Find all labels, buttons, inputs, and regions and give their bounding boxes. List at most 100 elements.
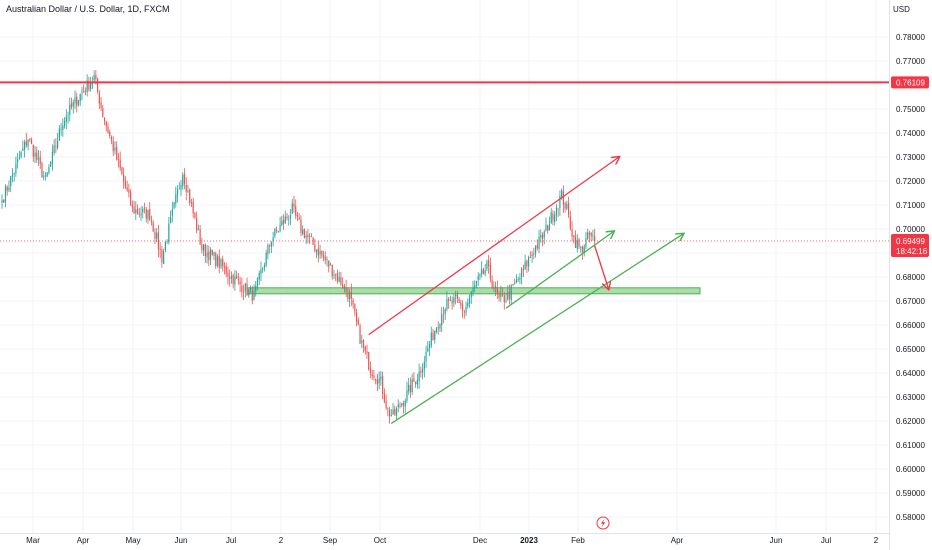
- candle: [519, 272, 521, 284]
- candle: [550, 208, 552, 224]
- candle-body: [482, 269, 485, 274]
- candle: [508, 284, 511, 305]
- candle: [72, 99, 74, 114]
- candle-body: [222, 259, 224, 267]
- candle: [164, 241, 166, 253]
- candle-body: [187, 190, 189, 192]
- candle: [178, 182, 180, 190]
- candle: [343, 283, 345, 293]
- candle: [196, 211, 198, 234]
- projection-arrow[interactable]: [594, 245, 609, 289]
- candle: [474, 280, 476, 293]
- candle-body: [95, 74, 97, 80]
- candle-body: [336, 272, 339, 281]
- candle-body: [197, 229, 199, 230]
- candle-body: [342, 285, 344, 289]
- candle: [203, 243, 205, 257]
- chart-event-marker[interactable]: [596, 516, 610, 530]
- candle: [434, 330, 436, 344]
- candle: [441, 307, 443, 333]
- candle-body: [213, 252, 215, 256]
- candle-body: [588, 232, 591, 235]
- candle-body: [592, 235, 594, 237]
- candle-body: [434, 330, 436, 340]
- candle-body: [25, 140, 27, 146]
- candle-body: [526, 260, 528, 267]
- candle-body: [540, 235, 542, 238]
- green-channel-lower-line[interactable]: [390, 234, 683, 424]
- candle: [213, 251, 215, 261]
- candle-body: [543, 231, 545, 238]
- candle-body: [96, 78, 99, 92]
- candle-body: [514, 282, 516, 284]
- candle: [507, 285, 509, 301]
- candle: [123, 167, 125, 189]
- candle: [347, 287, 349, 303]
- candle-body: [321, 250, 323, 256]
- candle: [512, 283, 514, 287]
- candle: [46, 171, 48, 178]
- candle-body: [46, 172, 48, 177]
- candle: [305, 230, 307, 245]
- candle: [576, 234, 578, 253]
- candle-body: [571, 229, 573, 237]
- candle: [368, 351, 370, 371]
- price-axis[interactable]: USD0.780000.770000.760000.750000.740000.…: [891, 5, 929, 522]
- red-channel-line[interactable]: [368, 157, 619, 336]
- candle: [58, 124, 60, 142]
- green-channel-upper-line[interactable]: [505, 231, 614, 309]
- candle: [8, 180, 10, 193]
- candle: [142, 206, 144, 219]
- candle: [256, 277, 259, 291]
- candle: [581, 245, 584, 260]
- candle-body: [467, 302, 469, 307]
- candle-body: [84, 91, 87, 93]
- candle-body: [534, 246, 537, 254]
- price-tick-label: 0.74000: [896, 129, 925, 138]
- candle: [267, 243, 269, 260]
- candle-body: [573, 235, 575, 237]
- candle-body: [355, 312, 358, 322]
- candle-body: [581, 246, 584, 253]
- candle-body: [109, 131, 111, 136]
- candle: [206, 244, 208, 264]
- candle-body: [594, 236, 596, 242]
- candle-body: [239, 281, 241, 285]
- candle-body: [305, 235, 307, 238]
- candle-body: [552, 213, 554, 221]
- candle: [239, 276, 241, 293]
- candle-body: [176, 189, 179, 196]
- candle: [354, 303, 356, 317]
- candle-body: [225, 265, 227, 275]
- candle: [430, 326, 432, 349]
- candle-body: [357, 320, 359, 325]
- candle-body: [229, 277, 231, 279]
- candle-body: [505, 300, 507, 302]
- candle-body: [248, 289, 250, 296]
- candle-body: [58, 128, 60, 141]
- candle-body: [208, 251, 210, 261]
- candle: [166, 239, 168, 244]
- drawings[interactable]: [0, 81, 889, 424]
- time-axis[interactable]: Mar Apr May Jun Jul 2 Sep Oct Dec 2023 Feb Apr Jun Ju…: [26, 536, 879, 545]
- candle-body: [123, 174, 125, 182]
- candle: [253, 284, 255, 301]
- candle: [126, 180, 128, 192]
- candle-body: [131, 204, 133, 208]
- candle-body: [223, 266, 226, 268]
- candle-body: [265, 252, 267, 266]
- candle: [340, 271, 342, 286]
- candle: [461, 300, 464, 319]
- candle: [246, 277, 248, 296]
- candle: [463, 309, 465, 319]
- candle: [526, 259, 528, 274]
- candle-body: [211, 249, 213, 255]
- candle: [270, 241, 272, 253]
- price-tick-label: 0.73000: [896, 153, 925, 162]
- candle: [41, 161, 43, 178]
- candle: [248, 288, 250, 298]
- candle: [32, 144, 34, 162]
- candle-body: [375, 379, 377, 381]
- candle: [540, 229, 542, 243]
